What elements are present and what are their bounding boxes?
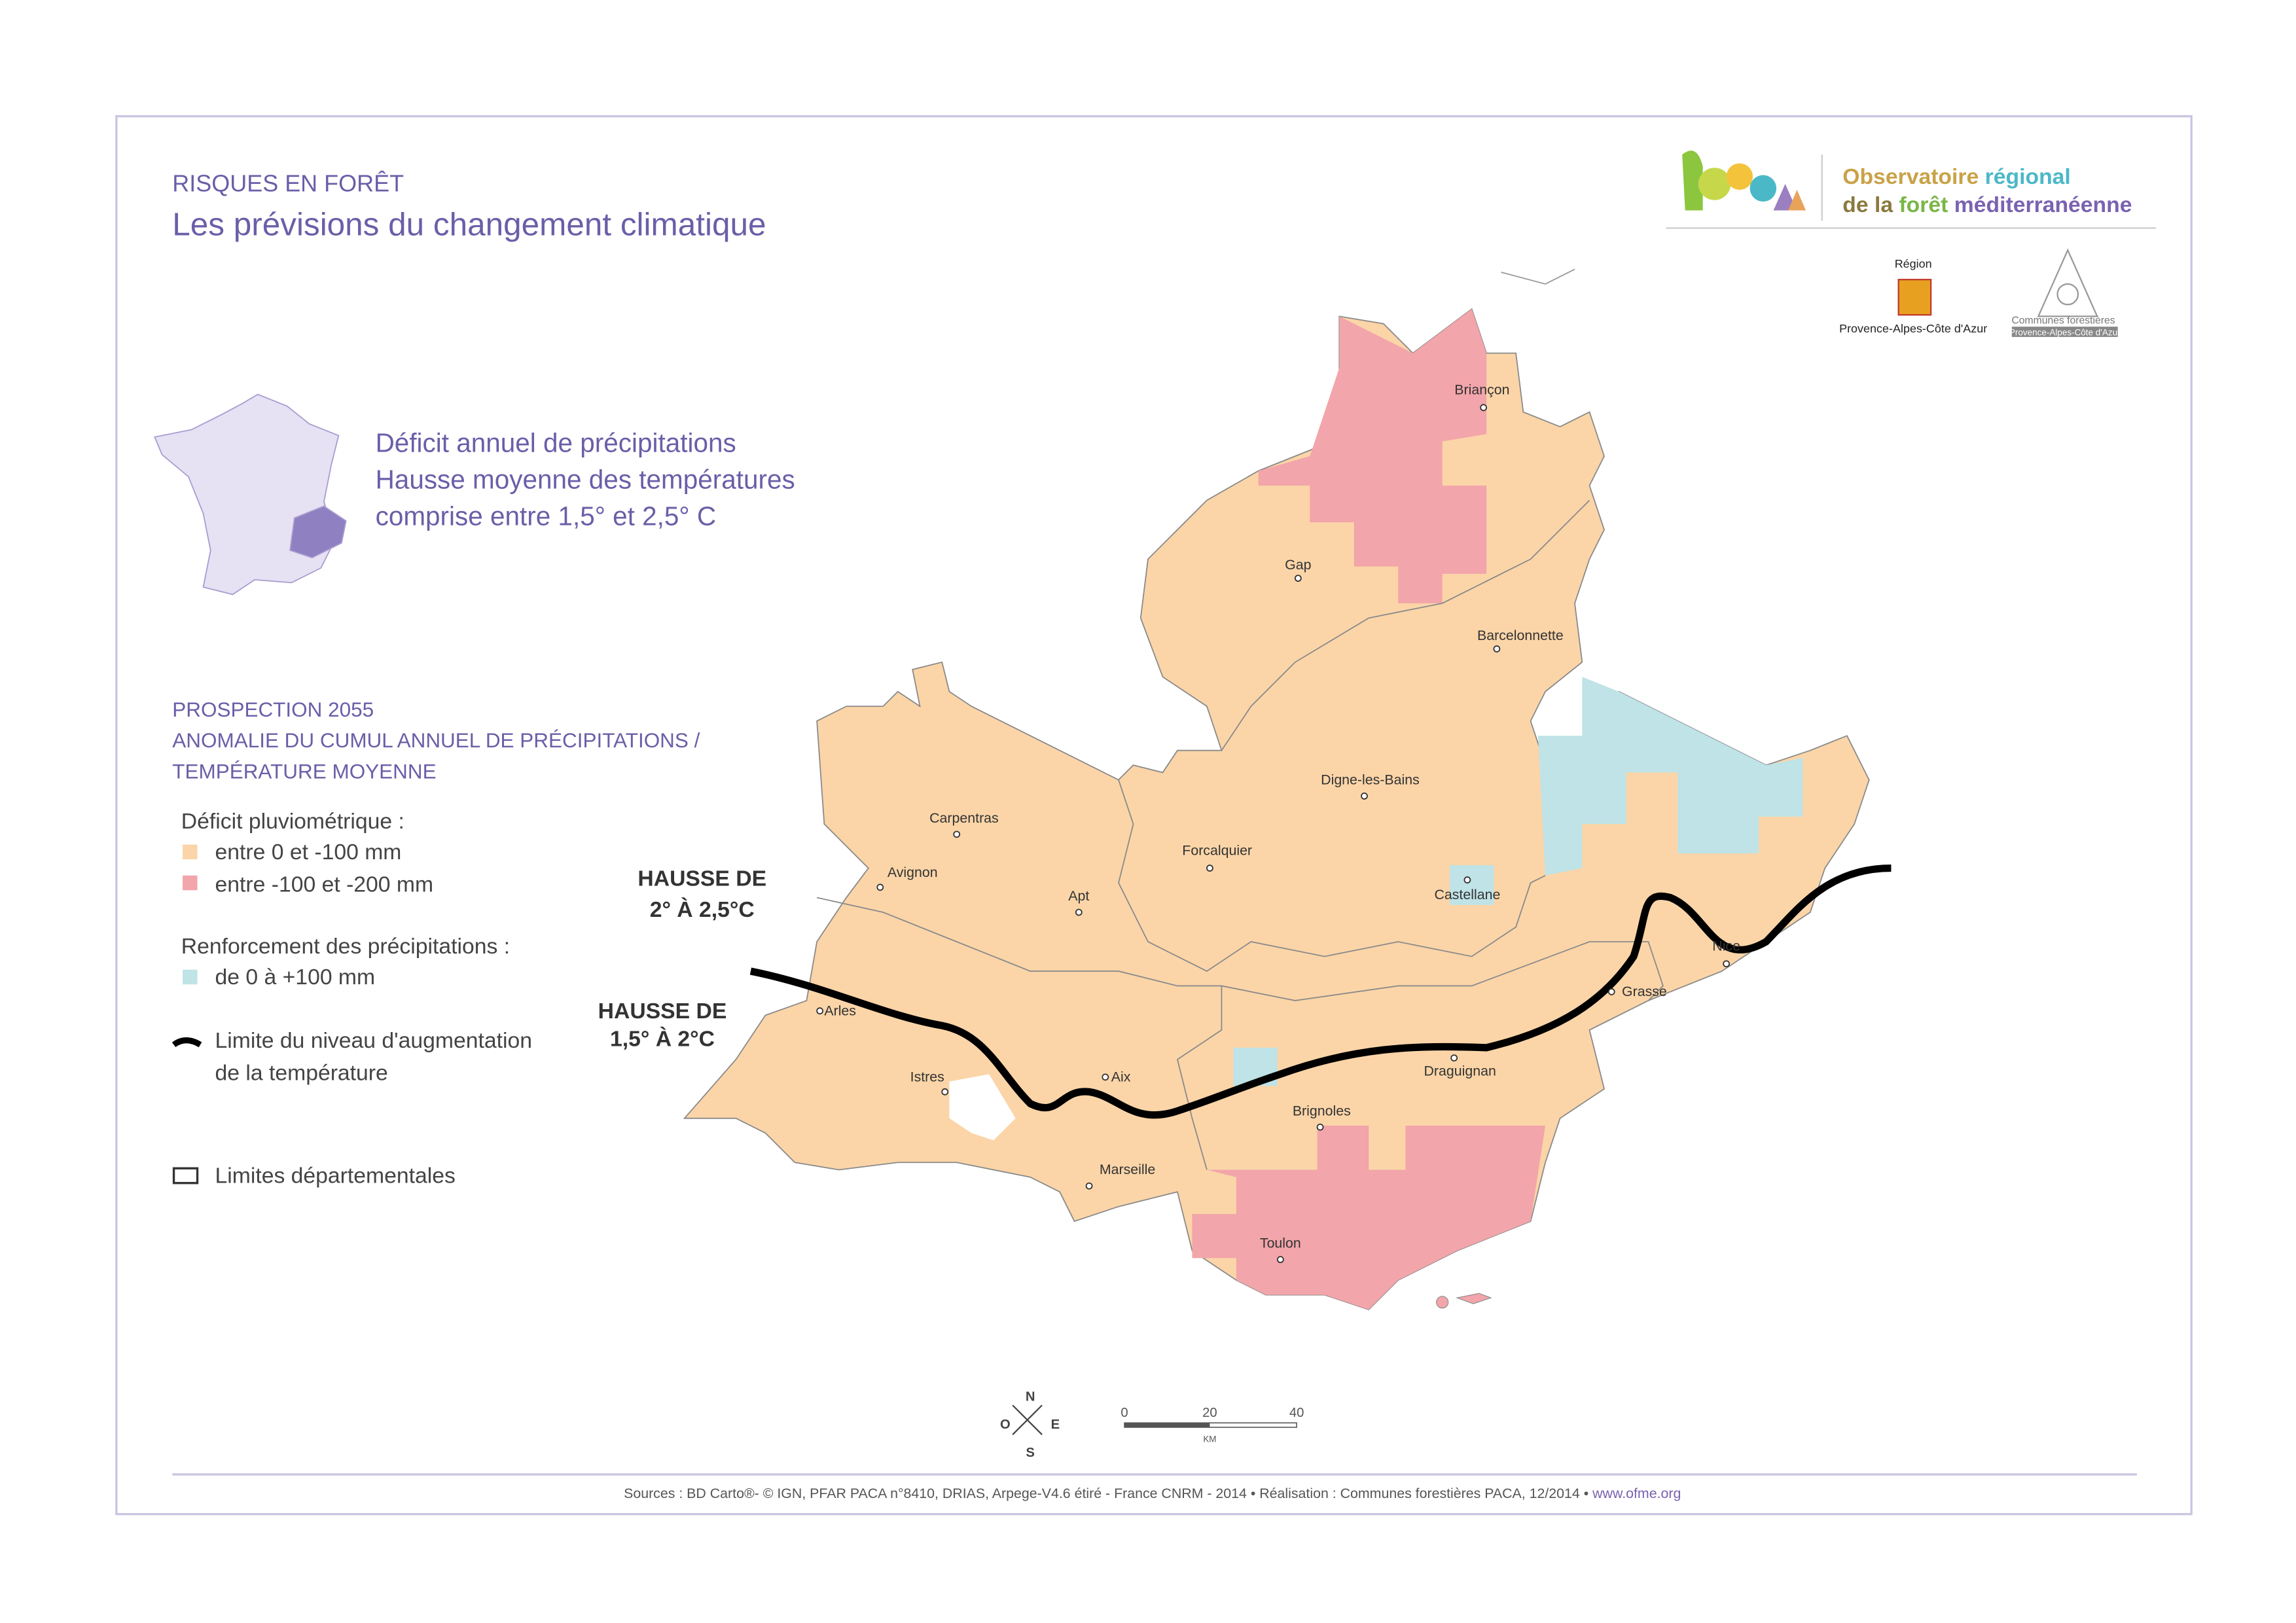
- city-dot: [876, 883, 884, 891]
- region-name: Provence-Alpes-Côte d'Azur: [1839, 322, 1987, 335]
- temperature-limit: [749, 864, 1892, 1119]
- legend-heading: TEMPÉRATURE MOYENNE: [172, 760, 436, 783]
- footer: Sources : BD Carto®- © IGN, PFAR PACA n°…: [624, 1486, 1681, 1501]
- city-dot: [1463, 876, 1471, 883]
- city-label: Toulon: [1260, 1236, 1301, 1251]
- scale-bar: 0 20 40 KM: [1121, 1406, 1304, 1444]
- city-dot: [1723, 960, 1731, 968]
- legend-subtitle: Renforcement des précipitations :: [181, 934, 510, 959]
- city-label: Aix: [1111, 1069, 1131, 1085]
- city-label: Barcelonnette: [1477, 628, 1564, 643]
- city-dot: [1294, 575, 1302, 582]
- legend-item: Limite du niveau d'augmentation: [215, 1028, 532, 1053]
- logo-line-1: Observatoire régional: [1842, 164, 2071, 189]
- france-inset: [154, 393, 347, 596]
- summary: Déficit annuel de précipitations Hausse …: [376, 427, 795, 531]
- scale-unit: KM: [1203, 1434, 1216, 1444]
- city-dot: [1102, 1073, 1109, 1081]
- city-dot: [1480, 404, 1488, 412]
- city-label: Avignon: [888, 865, 938, 880]
- zone-label: 2° À 2,5°C: [650, 897, 755, 922]
- limit-swatch: [171, 1037, 202, 1048]
- legend-heading: PROSPECTION 2055: [172, 698, 374, 721]
- page-title: Les prévisions du changement climatique: [172, 207, 766, 243]
- region-label: Région: [1895, 257, 1932, 270]
- city-dot: [1085, 1182, 1093, 1190]
- city-label: Apt: [1068, 888, 1089, 904]
- cities: Briançon Gap Barcelonnette Digne-les-Bains C…: [816, 382, 1740, 1264]
- zone-label: HAUSSE DE: [637, 866, 766, 891]
- city-label: Forcalquier: [1182, 842, 1252, 858]
- city-dot: [1607, 988, 1615, 995]
- communes-region: Provence-Alpes-Côte d'Azur: [2009, 328, 2121, 338]
- legend-heading: ANOMALIE DU CUMUL ANNUEL DE PRÉCIPITATIO…: [172, 729, 700, 752]
- city-label: Carpentras: [929, 810, 999, 826]
- scale-label: 20: [1202, 1406, 1217, 1420]
- city-label: Castellane: [1434, 887, 1500, 902]
- compass-label: S: [1026, 1446, 1035, 1460]
- city-dot: [1316, 1123, 1324, 1131]
- compass-label: N: [1026, 1389, 1035, 1404]
- city-dot: [816, 1007, 823, 1015]
- logo-line-2: de la forêt méditerranéenne: [1842, 192, 2132, 217]
- scale-label: 40: [1289, 1406, 1304, 1420]
- zone-label: HAUSSE DE: [598, 999, 727, 1024]
- city-label: Briançon: [1454, 382, 1509, 398]
- legend-item: entre -100 et -200 mm: [215, 872, 434, 897]
- communes-logo: [2037, 248, 2098, 317]
- legend-item: Limites départementales: [215, 1164, 456, 1188]
- communes-name: Communes forestières: [2011, 315, 2115, 327]
- summary-line: Déficit annuel de précipitations: [376, 427, 736, 457]
- city-label: Gap: [1285, 557, 1311, 573]
- legend-item: de 0 à +100 mm: [215, 965, 376, 990]
- section-title: RISQUES EN FORÊT: [172, 169, 404, 196]
- compass-label: O: [1000, 1418, 1011, 1432]
- city-label: Digne-les-Bains: [1321, 772, 1420, 787]
- summary-line: Hausse moyenne des températures: [376, 464, 795, 494]
- city-dot: [953, 830, 961, 838]
- region-map: [683, 268, 1892, 1311]
- city-dot: [1361, 792, 1368, 800]
- legend-item: entre 0 et -100 mm: [215, 840, 402, 865]
- legend: PROSPECTION 2055 ANOMALIE DU CUMUL ANNUE…: [171, 698, 700, 1188]
- city-label: Marseille: [1100, 1162, 1155, 1177]
- compass-label: E: [1051, 1418, 1060, 1432]
- city-dot: [1276, 1256, 1284, 1264]
- compass: N E S O: [1000, 1389, 1060, 1459]
- city-dot: [1206, 865, 1213, 872]
- city-dot: [1450, 1054, 1458, 1062]
- swatch: [183, 844, 198, 860]
- legend-item: de la température: [215, 1060, 388, 1085]
- scale-label: 0: [1121, 1406, 1128, 1420]
- city-label: Draguignan: [1424, 1063, 1496, 1079]
- city-label: Brignoles: [1293, 1103, 1351, 1118]
- swatch: [183, 875, 198, 891]
- summary-line: comprise entre 1,5° et 2,5° C: [376, 501, 716, 531]
- ofme-logo: [1666, 151, 2157, 229]
- city-label: Arles: [824, 1003, 856, 1018]
- city-dot: [941, 1088, 949, 1096]
- region-shield: [1897, 279, 1932, 316]
- legend-subtitle: Déficit pluviométrique :: [181, 809, 404, 834]
- zone-label: 1,5° À 2°C: [610, 1027, 715, 1052]
- swatch: [172, 1167, 199, 1185]
- communes-band: [2011, 327, 2118, 337]
- city-label: Grasse: [1622, 984, 1667, 999]
- city-label: Nice: [1712, 938, 1740, 954]
- city-label: Istres: [910, 1069, 944, 1085]
- city-dot: [1493, 645, 1501, 652]
- city-dot: [1075, 908, 1083, 916]
- swatch: [183, 969, 198, 985]
